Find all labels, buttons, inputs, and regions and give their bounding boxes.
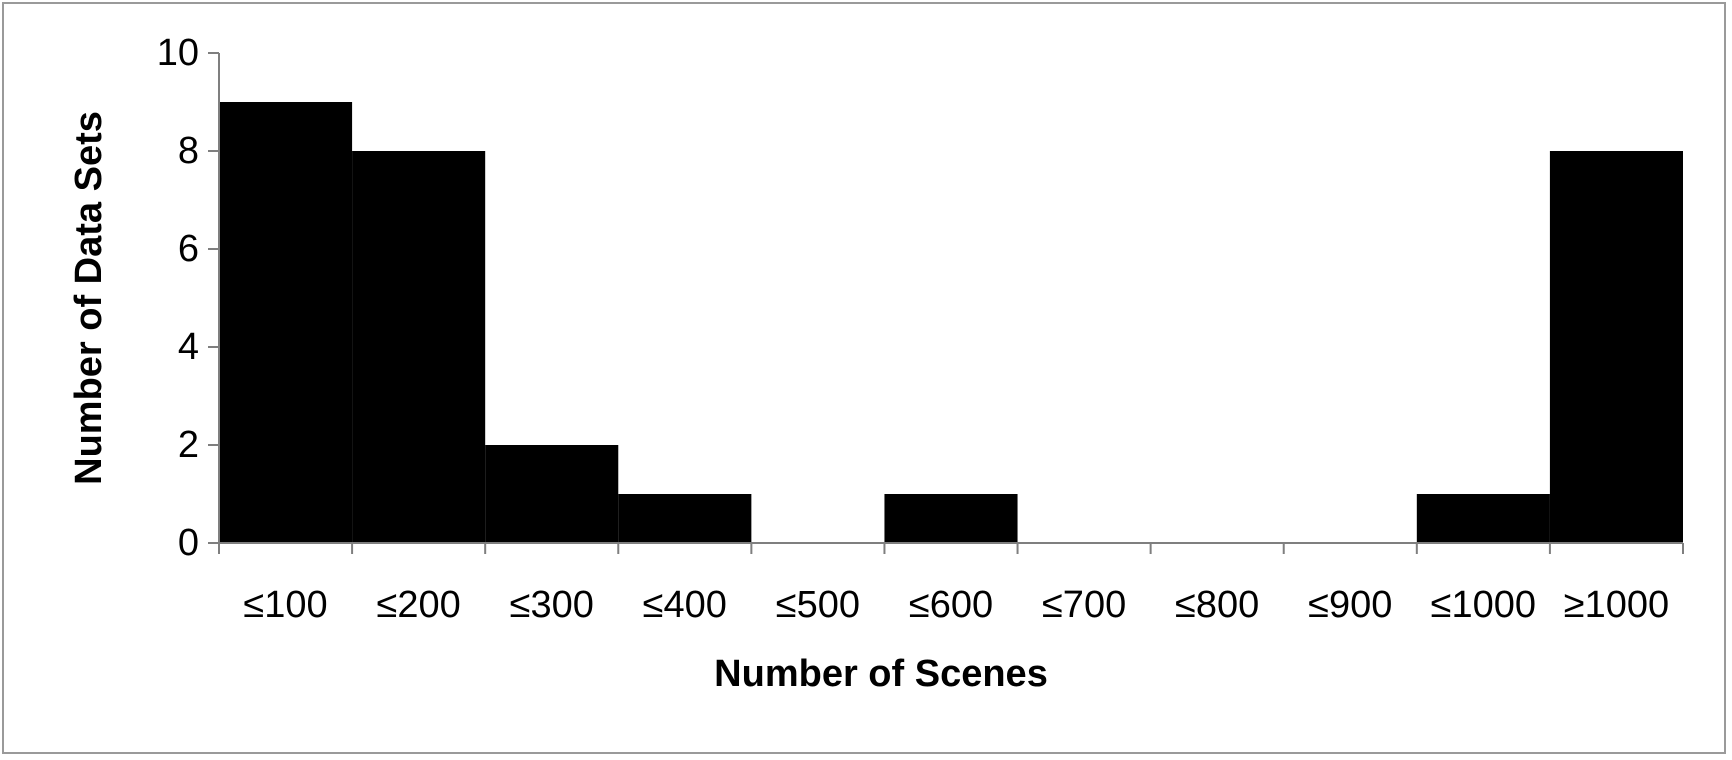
x-tick-label: ≤800 [1175,584,1259,626]
x-axis-title: Number of Scenes [714,653,1048,695]
bar-1 [219,102,353,543]
y-tick-label: 6 [178,228,199,270]
bar-3 [485,445,619,543]
bar-6 [884,494,1018,543]
x-tick-label: ≤500 [776,584,860,626]
y-tick-label: 0 [178,522,199,564]
x-tick-label: ≥1000 [1564,584,1669,626]
y-axis-title: Number of Data Sets [68,111,110,485]
x-tick-label: ≤600 [909,584,993,626]
bars [219,102,1683,543]
bar-11 [1549,151,1683,543]
y-tick-label: 10 [157,32,199,74]
y-axis-tick-labels: 0 2 4 6 8 10 [157,32,199,564]
x-tick-label: ≤200 [377,584,461,626]
x-tick-label: ≤100 [243,584,327,626]
y-tick-label: 2 [178,424,199,466]
x-tick-label: ≤900 [1308,584,1392,626]
y-tick-label: 8 [178,130,199,172]
x-tick-label: ≤300 [510,584,594,626]
bar-2 [352,151,486,543]
x-tick-label: ≤400 [643,584,727,626]
x-tick-label: ≤700 [1042,584,1126,626]
bar-4 [618,494,752,543]
x-axis-ticks [218,543,1684,554]
x-axis-tick-labels: ≤100 ≤200 ≤300 ≤400 ≤500 ≤600 ≤700 ≤800 ≤900 ≤100… [243,584,1669,626]
y-tick-label: 4 [178,326,199,368]
x-tick-label: ≤1000 [1431,584,1536,626]
y-axis-ticks [208,52,219,544]
bar-10 [1416,494,1550,543]
